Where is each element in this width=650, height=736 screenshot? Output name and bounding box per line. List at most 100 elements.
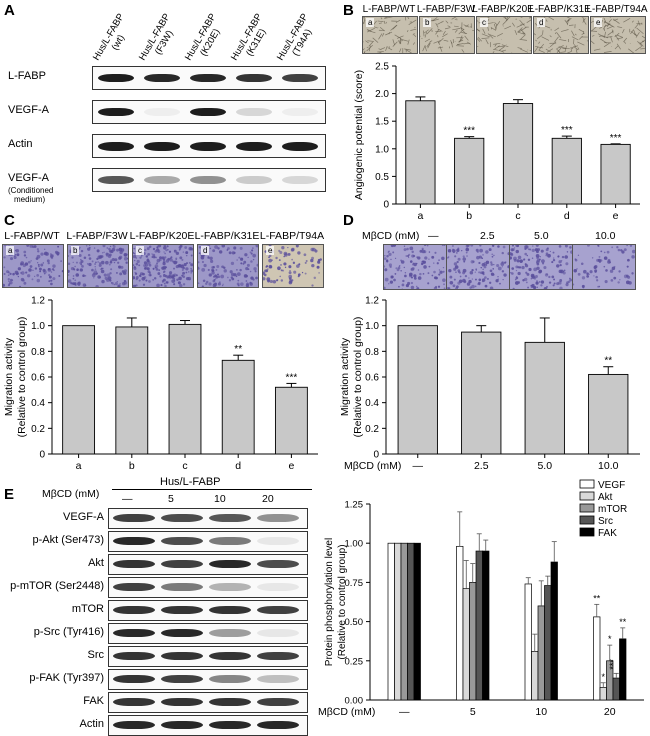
legend-label: Src	[598, 516, 613, 527]
micrograph-image: e	[262, 244, 324, 288]
blot-band	[161, 629, 203, 637]
micrograph-tag: b	[423, 18, 431, 27]
x-tick-label: c	[515, 210, 520, 222]
blot-band	[236, 108, 272, 116]
blot-band	[98, 142, 134, 151]
x-tick-label: d	[564, 210, 570, 222]
group-label: Hus/L-FABP	[160, 476, 221, 488]
image-title: L-FABP/WT	[0, 230, 66, 242]
y-tick-label: 1.2	[365, 296, 379, 307]
y-axis-label: Migration activity	[340, 337, 351, 416]
blot-band	[257, 629, 299, 637]
blot-row	[108, 669, 308, 690]
panel-label-a: A	[4, 2, 15, 19]
significance-marker: ***	[286, 372, 298, 383]
x-tick-label: 20	[604, 706, 616, 718]
x-tick-label: b	[129, 460, 135, 472]
significance-marker: **	[234, 344, 242, 355]
blot-band	[113, 606, 155, 614]
blot-row-sublabel: (Conditioned	[8, 186, 53, 195]
bar	[388, 543, 395, 700]
x-axis-label: MβCD (mM)	[344, 460, 401, 472]
y-tick-label: 1.25	[345, 500, 364, 511]
dose-label: —	[122, 493, 133, 505]
bar	[551, 562, 558, 700]
blot-row-label: Actin	[8, 138, 88, 150]
bar	[463, 589, 470, 700]
x-tick-label: e	[288, 460, 294, 472]
y-tick-label: 0.8	[31, 347, 45, 358]
blot-band	[113, 560, 155, 568]
image-title: L-FABP/T94A	[258, 230, 326, 242]
y-tick-label: 0	[373, 450, 379, 461]
blot-row	[108, 531, 308, 552]
blot-band	[161, 652, 203, 660]
significance-marker: ***	[561, 125, 573, 136]
bar	[613, 678, 620, 700]
significance-marker: *	[601, 672, 605, 682]
dose-label: 5.0	[534, 230, 549, 242]
bar	[525, 584, 532, 700]
y-tick-label: 0.6	[31, 373, 45, 384]
x-tick-label: —	[413, 460, 424, 472]
micrograph-image: b	[419, 16, 475, 54]
micrograph-tag: a	[366, 18, 374, 27]
lane-label: Hus/L-FABP(F3W)	[137, 12, 182, 68]
legend-swatch	[580, 492, 594, 500]
blot-band	[236, 74, 272, 82]
blot-band	[161, 583, 203, 591]
blot-row-label: mTOR	[4, 603, 104, 615]
y-tick-label: 1.5	[375, 117, 389, 128]
blot-row-label: VEGF-A	[8, 104, 88, 116]
y-tick-label: 0.2	[365, 424, 379, 435]
blot-row	[108, 715, 308, 736]
blot-band	[209, 514, 251, 522]
bar	[408, 543, 415, 700]
blot-band	[282, 74, 318, 82]
image-title: L-FABP/K20E	[128, 230, 196, 242]
blot-band	[161, 514, 203, 522]
blot-band	[144, 142, 180, 151]
x-tick-label: a	[76, 460, 82, 472]
micrograph-image: a	[362, 16, 418, 54]
micrograph-tag: c	[136, 246, 144, 255]
y-tick-label: 0.6	[365, 373, 379, 384]
blot-row	[108, 577, 308, 598]
blot-band	[209, 606, 251, 614]
blot-band	[209, 721, 251, 729]
bar	[470, 582, 477, 700]
micrograph-tag: c	[480, 18, 488, 27]
blot-band	[98, 74, 134, 82]
bar	[601, 144, 630, 204]
lane-label: Hus/L-FABP(wt)	[91, 12, 136, 68]
blot-row	[92, 168, 326, 192]
significance-marker: ***	[608, 659, 618, 670]
micrograph-image	[383, 244, 447, 290]
bar	[594, 617, 601, 700]
micrograph-image: d	[533, 16, 589, 54]
significance-marker: ***	[463, 126, 475, 137]
lane-label: Hus/L-FABP(K20E)	[183, 12, 228, 68]
bar	[532, 651, 539, 700]
blot-band	[144, 108, 180, 116]
blot-band	[282, 142, 318, 151]
micrograph-tag: d	[201, 246, 209, 255]
bar	[457, 546, 464, 700]
blot-row-label: Src	[4, 649, 104, 661]
panel-label-d: D	[343, 212, 354, 229]
blot-band	[209, 675, 251, 683]
micrograph-image: c	[476, 16, 532, 54]
dose-label: 5	[168, 493, 174, 505]
blot-row-label: FAK	[4, 695, 104, 707]
micrograph-tag: e	[266, 246, 274, 255]
blot-band	[190, 176, 226, 184]
dose-label: 20	[262, 493, 274, 505]
blot-band	[257, 606, 299, 614]
significance-marker: *	[608, 634, 612, 644]
image-title: L-FABP/K31E	[193, 230, 261, 242]
micrograph-image	[572, 244, 636, 290]
bar	[169, 324, 201, 454]
y-tick-label: 0.2	[31, 424, 45, 435]
dose-header-label: MβCD (mM)	[362, 230, 419, 242]
